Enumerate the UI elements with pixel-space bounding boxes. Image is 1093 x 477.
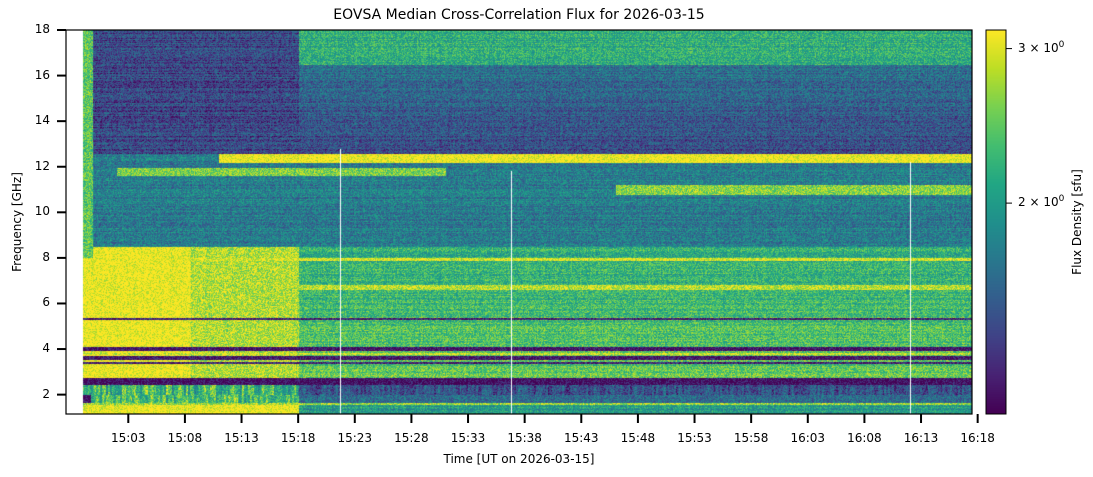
x-tick-label: 16:13 — [903, 431, 939, 445]
y-tick-label: 18 — [34, 22, 50, 36]
y-tick-label: 4 — [42, 341, 50, 356]
x-tick-label: 15:03 — [110, 431, 146, 445]
y-tick-label: 8 — [42, 249, 50, 264]
y-tick-label: 16 — [34, 67, 50, 82]
x-axis-label: Time [UT on 2026-03-15] — [443, 452, 595, 466]
spectrogram-plot-area — [66, 30, 972, 414]
x-tick-label: 16:08 — [847, 431, 882, 445]
y-tick-label: 10 — [34, 204, 50, 219]
colorbar-tick-label: 3 × 100 — [1018, 39, 1065, 55]
x-tick-label: 15:23 — [337, 431, 373, 445]
x-tick-label: 16:18 — [960, 431, 995, 445]
colorbar-tick-label: 2 × 100 — [1018, 194, 1065, 210]
chart-title: EOVSA Median Cross-Correlation Flux for … — [333, 7, 705, 23]
y-tick-label: 12 — [34, 158, 50, 173]
y-tick-label: 14 — [34, 113, 50, 128]
x-tick-label: 15:28 — [394, 431, 429, 445]
x-tick-label: 16:03 — [790, 431, 826, 445]
colorbar — [986, 30, 1006, 414]
y-tick-label: 6 — [42, 295, 50, 310]
y-axis-label: Frequency [GHz] — [10, 172, 24, 272]
x-tick-label: 15:18 — [280, 431, 316, 445]
x-tick-label: 15:48 — [620, 431, 656, 445]
x-tick-label: 15:53 — [677, 431, 712, 445]
x-tick-label: 15:43 — [563, 431, 599, 445]
x-tick-label: 15:58 — [733, 431, 769, 445]
x-tick-label: 15:38 — [507, 431, 542, 445]
x-tick-label: 15:13 — [224, 431, 259, 445]
x-tick-label: 15:33 — [450, 431, 486, 445]
y-tick-label: 2 — [42, 386, 50, 401]
colorbar-label: Flux Density [sfu] — [1070, 169, 1084, 275]
x-tick-label: 15:08 — [167, 431, 203, 445]
